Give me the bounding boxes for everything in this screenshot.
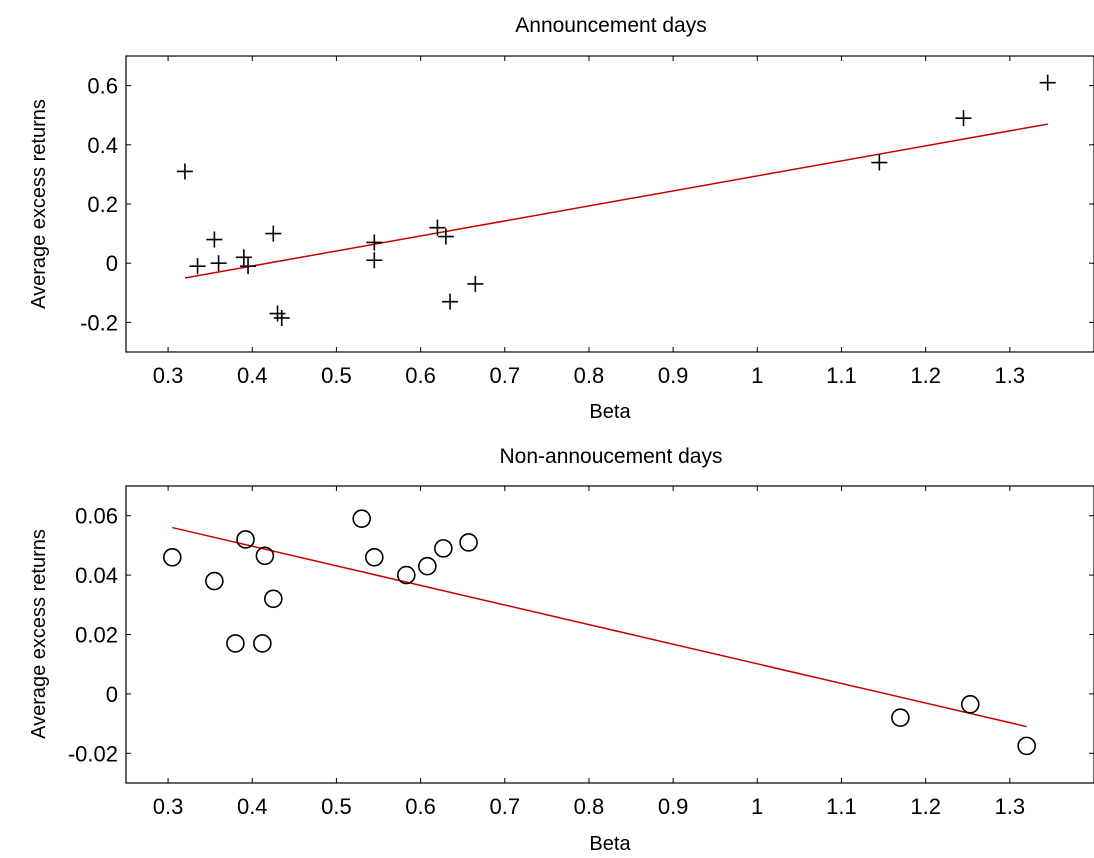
data-point-plus — [240, 258, 257, 275]
y-tick-label: 0.2 — [87, 192, 118, 217]
x-axis-label: Beta — [589, 401, 631, 423]
chart-title: Non-annoucement days — [500, 445, 723, 468]
data-point-circle — [365, 547, 384, 567]
data-point-plus — [189, 258, 206, 275]
y-axis-ticks: -0.02 0 0.02 0.04 0.06 — [68, 504, 1094, 766]
data-point-circle — [396, 565, 416, 585]
data-point-plus — [366, 252, 383, 269]
x-tick-label: 0.3 — [153, 363, 184, 388]
y-tick-label: 0 — [106, 251, 118, 276]
data-point-circle — [205, 571, 224, 591]
data-points — [176, 74, 1056, 326]
y-tick-label: -0.2 — [80, 310, 118, 335]
y-tick-label: -0.02 — [68, 741, 118, 766]
data-point-circle — [960, 694, 980, 714]
x-tick-label: 1.2 — [910, 794, 941, 819]
data-point-plus — [429, 219, 446, 236]
data-point-circle — [1017, 736, 1036, 756]
data-point-circle — [434, 539, 453, 558]
panel-announcement-days: Announcement days 0.3 0.4 0.5 0.6 0.7 0.8 0.9 1… — [28, 14, 1094, 423]
x-tick-label: 1 — [751, 794, 763, 819]
data-point-plus — [955, 110, 972, 127]
fit-line — [184, 123, 1048, 279]
x-tick-label: 1.1 — [826, 794, 857, 819]
x-tick-label: 0.4 — [237, 794, 268, 819]
data-point-plus — [235, 249, 252, 266]
y-axis-label: Average excess returns — [28, 99, 50, 309]
x-tick-label: 1.1 — [826, 363, 857, 388]
data-point-plus — [442, 293, 459, 310]
data-point-circle — [253, 634, 272, 653]
x-tick-label: 1.3 — [995, 363, 1026, 388]
x-axis-ticks: 0.3 0.4 0.5 0.6 0.7 0.8 0.9 1 1.1 1.2 1.3 — [153, 56, 1025, 388]
data-point-circle — [418, 556, 437, 576]
chart-title: Announcement days — [515, 14, 706, 37]
data-point-circle — [264, 589, 283, 609]
x-tick-label: 0.5 — [321, 363, 352, 388]
plot-area — [125, 55, 1094, 353]
x-axis-label: Beta — [589, 833, 631, 855]
data-point-circle — [891, 708, 910, 727]
y-axis-ticks: -0.2 0 0.2 0.4 0.6 — [80, 74, 1094, 335]
data-point-plus — [437, 228, 454, 245]
y-tick-label: 0.4 — [87, 133, 118, 158]
y-tick-label: 0.06 — [75, 504, 118, 529]
panel-non-announcement-days: Non-annoucement days 0.3 0.4 0.5 0.6 0.7 0.8 0… — [28, 445, 1094, 855]
data-point-circle — [162, 547, 182, 567]
y-tick-label: 0.04 — [75, 563, 118, 588]
data-point-plus — [265, 225, 282, 242]
fit-line — [172, 526, 1027, 728]
data-point-plus — [366, 234, 383, 251]
x-tick-label: 0.8 — [574, 794, 605, 819]
x-tick-label: 0.4 — [237, 363, 268, 388]
data-point-plus — [206, 231, 223, 248]
data-point-plus — [1039, 74, 1056, 91]
y-tick-label: 0.6 — [87, 74, 118, 99]
y-tick-label: 0.02 — [75, 623, 118, 648]
data-point-plus — [210, 255, 227, 272]
data-point-circle — [255, 546, 275, 566]
data-point-circle — [226, 634, 245, 653]
x-tick-label: 0.9 — [658, 794, 689, 819]
x-tick-label: 0.7 — [489, 363, 520, 388]
data-point-plus — [269, 305, 286, 322]
x-tick-label: 0.6 — [405, 363, 436, 388]
x-tick-label: 1.2 — [910, 363, 941, 388]
x-tick-label: 0.7 — [489, 794, 520, 819]
x-tick-label: 0.3 — [153, 794, 184, 819]
data-point-plus — [871, 154, 888, 171]
data-point-circle — [352, 509, 371, 528]
data-point-plus — [273, 309, 290, 326]
y-tick-label: 0 — [106, 682, 118, 707]
x-tick-label: 0.9 — [658, 363, 689, 388]
data-point-plus — [467, 275, 484, 292]
y-axis-label: Average excess returns — [28, 529, 50, 739]
x-tick-label: 0.5 — [321, 794, 352, 819]
data-points — [162, 509, 1036, 756]
x-tick-label: 0.8 — [574, 363, 605, 388]
data-point-plus — [176, 163, 193, 180]
x-tick-label: 1 — [751, 363, 763, 388]
data-point-circle — [459, 533, 478, 552]
plot-area — [125, 485, 1094, 784]
data-point-circle — [236, 530, 255, 549]
x-axis-ticks: 0.3 0.4 0.5 0.6 0.7 0.8 0.9 1 1.1 1.2 1.3 — [153, 486, 1025, 819]
x-tick-label: 0.6 — [405, 794, 436, 819]
x-tick-label: 1.3 — [995, 794, 1026, 819]
